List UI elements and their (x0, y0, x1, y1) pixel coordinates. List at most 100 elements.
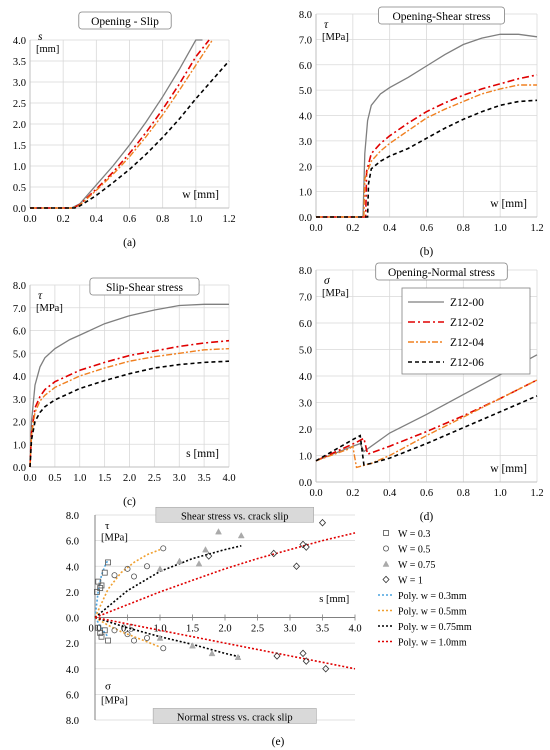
y-tick-label: 4.0 (66, 562, 79, 573)
series-line-Z12-02 (316, 74, 538, 218)
x-tick-label: 4.0 (348, 624, 361, 635)
x-tick-label: 1.2 (530, 488, 543, 499)
x-tick-label: 2.5 (251, 624, 264, 635)
legend-label: W = 1 (398, 576, 423, 587)
y-tick-label: 3.0 (299, 137, 312, 148)
scatter-point (105, 559, 111, 566)
chart-title: Slip-Shear stress (106, 282, 184, 294)
scatter-point (124, 631, 131, 638)
y-axis-symbol: s (38, 31, 43, 43)
y-tick-label: 6.0 (299, 61, 312, 72)
scatter-point (111, 572, 118, 579)
y-tick-label: 7.0 (299, 293, 312, 304)
x-tick-label: 1.5 (98, 473, 111, 484)
y-tick-label: 8.0 (13, 281, 26, 292)
y-axis-symbol: σ (324, 275, 331, 287)
scatter-point (270, 549, 278, 558)
x-tick-label: 1.2 (222, 214, 235, 225)
scatter-point (202, 546, 209, 553)
chart-title: Opening - Slip (91, 16, 159, 28)
x-tick-label: 1.0 (494, 223, 507, 234)
y-tick-label: 0.5 (13, 183, 26, 194)
series-line-Z12-00 (315, 354, 538, 462)
x-tick-label: 3.0 (173, 473, 186, 484)
x-tick-label: 4.0 (222, 473, 235, 484)
legend-label: Poly. w = 0.5mm (398, 607, 467, 618)
series-line-Z12-04 (316, 84, 537, 218)
series-line-Z12-06 (30, 60, 230, 209)
panel-label: (d) (420, 511, 434, 523)
legend-marker (383, 530, 389, 536)
x-tick-label: 3.5 (316, 624, 329, 635)
x-tick-label: 3.0 (283, 624, 296, 635)
fit-curve-bottom (94, 616, 242, 658)
y-tick-label: 2.0 (66, 588, 79, 599)
scatter-point (299, 540, 307, 549)
chart-title-box (152, 708, 317, 724)
scatter-point (143, 635, 150, 642)
chart-title: Normal stress vs. crack slip (177, 712, 293, 723)
y-tick-label: 4.0 (13, 372, 26, 383)
scatter-point (156, 565, 164, 572)
scatter-point (234, 653, 242, 660)
y-tick-label: 3.0 (13, 395, 26, 406)
series-line-Z12-06 (315, 395, 538, 466)
x-tick-label: 0.0 (23, 473, 36, 484)
x-tick-label: 0.4 (90, 214, 104, 225)
fit-curve-top (94, 545, 242, 619)
y-tick-label: 3.0 (299, 399, 312, 410)
x-tick-label: 0.4 (383, 488, 397, 499)
x-tick-label: 1.0 (494, 488, 507, 499)
x-tick-label: 0.8 (457, 223, 470, 234)
x-tick-label: 0.0 (309, 488, 322, 499)
x-tick-label: 2.0 (123, 473, 136, 484)
y-tick-label: 8.0 (66, 511, 79, 522)
panel-label: (e) (272, 736, 285, 748)
y-tick-label: 6.0 (299, 319, 312, 330)
y-tick-label: 1.0 (299, 188, 312, 199)
x-tick-label: 1.2 (530, 223, 543, 234)
fit-curve-top (94, 559, 109, 618)
legend-marker (382, 560, 390, 567)
x-tick-label: 3.5 (198, 473, 211, 484)
scatter-point (176, 557, 183, 564)
chart-title-box (375, 262, 508, 281)
y-tick-label: 6.0 (66, 537, 79, 548)
scatter-point (124, 565, 131, 572)
y-axis-unit: [MPa] (36, 303, 63, 314)
y-tick-label: 3.5 (13, 57, 26, 68)
series-line-Z12-00 (316, 33, 538, 218)
chart-title-box (378, 6, 505, 25)
y-tick-label: 7.0 (13, 304, 26, 315)
y-axis-unit: [MPa] (101, 695, 128, 706)
x-tick-label: 0.0 (23, 214, 36, 225)
x-axis-label: s [mm] (319, 594, 349, 605)
y-tick-label: 0.0 (299, 213, 312, 224)
x-tick-label: 0.5 (121, 624, 134, 635)
scatter-point (156, 634, 164, 641)
y-axis-unit: [MPa] (322, 32, 349, 43)
scatter-point (98, 633, 105, 640)
scatter-point (215, 528, 222, 535)
y-axis-unit: [MPa] (322, 288, 349, 299)
scatter-point (94, 588, 100, 595)
x-tick-label: 0.2 (346, 223, 359, 234)
y-axis-symbol: σ (105, 680, 111, 692)
scatter-point (101, 627, 108, 634)
scatter-point (98, 582, 105, 589)
y-tick-label: 4.0 (299, 112, 312, 123)
fit-curve-top (94, 548, 161, 618)
chart-title-box (155, 506, 314, 523)
panel-label: (c) (123, 496, 136, 508)
y-tick-label: 1.0 (13, 440, 26, 451)
series-line-Z12-06 (316, 99, 538, 218)
y-tick-label: 2.0 (13, 120, 26, 131)
x-axis-label: w [mm] (490, 198, 527, 210)
scatter-point (292, 562, 301, 571)
chart-title: Shear stress vs. crack slip (181, 511, 289, 522)
chart-title: Opening-Normal stress (388, 267, 496, 279)
x-tick-label: 2.0 (218, 624, 231, 635)
y-tick-label: 0.0 (13, 204, 26, 215)
scatter-point (318, 518, 327, 527)
